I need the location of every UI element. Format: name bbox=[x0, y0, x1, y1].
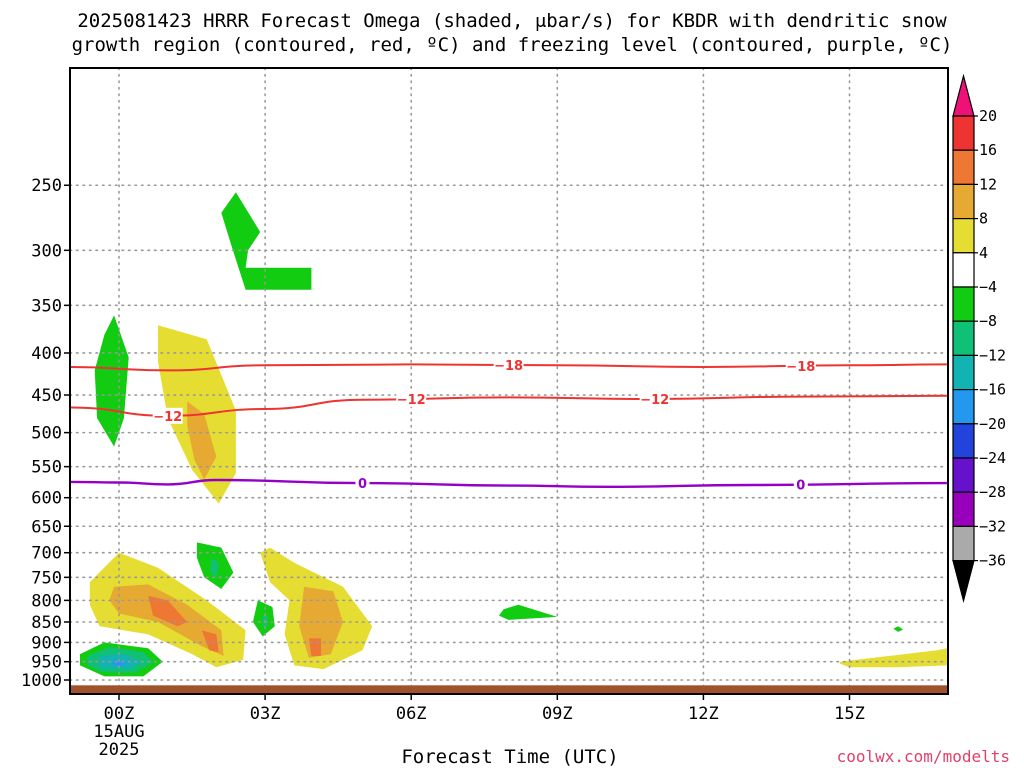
colorbar-label: −36 bbox=[979, 552, 1006, 570]
colorbar-swatch bbox=[952, 354, 975, 391]
grid bbox=[69, 67, 949, 695]
y-tick-label: 950 bbox=[31, 653, 62, 673]
plot-frame bbox=[69, 67, 949, 695]
chart-title-line1: 2025081423 HRRR Forecast Omega (shaded, … bbox=[77, 10, 947, 32]
contour-line--12 bbox=[70, 394, 947, 417]
omega-regions bbox=[80, 192, 947, 677]
colorbar-swatch bbox=[952, 320, 975, 357]
colorbar-label: −28 bbox=[979, 483, 1006, 501]
colorbar-swatch bbox=[952, 491, 975, 528]
contour-label: −18 bbox=[494, 359, 523, 374]
contour-line-0 bbox=[70, 478, 947, 489]
contour-label: 0 bbox=[796, 479, 805, 494]
colorbar-label: 16 bbox=[979, 141, 997, 159]
y-tick-label: 500 bbox=[31, 424, 62, 444]
colorbar-swatch bbox=[952, 457, 975, 493]
y-tick-label: 250 bbox=[31, 176, 62, 196]
axes: 2503003504004505005506006507007508008509… bbox=[21, 176, 865, 760]
ground-bar bbox=[70, 685, 948, 694]
y-tick-label: 800 bbox=[31, 591, 62, 611]
y-tick-label: 550 bbox=[31, 458, 62, 478]
contour-label-bg bbox=[396, 390, 427, 407]
colorbar-label: 20 bbox=[979, 107, 997, 125]
y-tick-label: 850 bbox=[31, 613, 62, 633]
contour-label-bg bbox=[793, 476, 808, 493]
omega-region-1 bbox=[187, 401, 217, 480]
colorbar-label: 8 bbox=[979, 210, 988, 228]
contour-label: −12 bbox=[397, 393, 426, 408]
x-tick-label: 09Z bbox=[542, 704, 573, 724]
contour-label: −12 bbox=[640, 393, 669, 408]
colorbar-swatch bbox=[952, 149, 975, 185]
colorbar-label: −32 bbox=[979, 517, 1006, 535]
x-tick-year: 2025 bbox=[99, 740, 140, 760]
colorbar-swatch bbox=[952, 525, 975, 562]
contour-label: −18 bbox=[786, 360, 815, 375]
x-tick-label: 06Z bbox=[396, 704, 427, 724]
ground bbox=[70, 685, 948, 694]
contour-label-bg bbox=[152, 407, 183, 424]
colorbar-label: −8 bbox=[979, 312, 997, 330]
omega-region-5 bbox=[201, 630, 219, 653]
colorbar-label: −20 bbox=[979, 415, 1006, 433]
omega-region-10 bbox=[221, 192, 312, 290]
y-tick-label: 650 bbox=[31, 517, 62, 537]
colorbar-label: −24 bbox=[979, 449, 1006, 467]
contour-label: 0 bbox=[358, 477, 367, 492]
omega-region-16 bbox=[893, 626, 904, 632]
colorbar-swatch bbox=[952, 252, 975, 288]
y-tick-label: 450 bbox=[31, 386, 62, 406]
colorbar-label: −12 bbox=[979, 346, 1006, 364]
contour-label: −12 bbox=[153, 410, 182, 425]
x-tick-date: 15AUG bbox=[93, 722, 144, 742]
credit-link[interactable]: coolwx.com/modelts bbox=[837, 747, 1010, 766]
omega-region-15 bbox=[498, 604, 558, 620]
omega-region-21 bbox=[839, 648, 947, 668]
x-tick-label: 00Z bbox=[104, 704, 135, 724]
y-tick-label: 300 bbox=[31, 241, 62, 261]
colorbar-label: 4 bbox=[979, 244, 988, 262]
omega-region-12 bbox=[210, 557, 219, 578]
y-tick-label: 400 bbox=[31, 344, 62, 364]
y-tick-label: 900 bbox=[31, 633, 62, 653]
colorbar-label: −4 bbox=[979, 278, 997, 296]
colorbar-swatch bbox=[952, 115, 975, 151]
colorbar-swatch bbox=[952, 218, 975, 254]
x-tick-label: 03Z bbox=[250, 704, 281, 724]
omega-region-4 bbox=[148, 595, 188, 627]
y-tick-label: 350 bbox=[31, 296, 62, 316]
colorbar-swatch bbox=[952, 286, 975, 322]
x-tick-label: 12Z bbox=[688, 704, 719, 724]
colorbar: 20 16 12 8 4 −4 −8 −12 −16 −20 −24 −28 −32 −36 bbox=[952, 73, 1006, 603]
contour-label-bg bbox=[493, 356, 524, 373]
colorbar-swatch bbox=[952, 389, 975, 425]
y-tick-label: 1000 bbox=[21, 671, 62, 691]
x-axis-title: Forecast Time (UTC) bbox=[401, 746, 618, 768]
colorbar-bottom-arrow bbox=[952, 559, 975, 603]
y-tick-label: 600 bbox=[31, 489, 62, 509]
y-tick-label: 700 bbox=[31, 544, 62, 564]
contour-label-bg bbox=[639, 390, 670, 407]
colorbar-swatch bbox=[952, 183, 975, 220]
contour-label-bg bbox=[355, 475, 370, 492]
y-tick-label: 750 bbox=[31, 568, 62, 588]
omega-region-9 bbox=[94, 315, 129, 447]
colorbar-top-arrow bbox=[952, 73, 975, 117]
contour-label-bg bbox=[785, 357, 816, 374]
chart-title-line2: growth region (contoured, red, ºC) and f… bbox=[72, 34, 953, 56]
colorbar-label: −16 bbox=[979, 381, 1006, 399]
contours: −18 −18 −12 −12 −12 0 0 bbox=[70, 356, 947, 494]
colorbar-swatch bbox=[952, 423, 975, 459]
colorbar-label: 12 bbox=[979, 175, 997, 193]
x-tick-label: 15Z bbox=[834, 704, 865, 724]
